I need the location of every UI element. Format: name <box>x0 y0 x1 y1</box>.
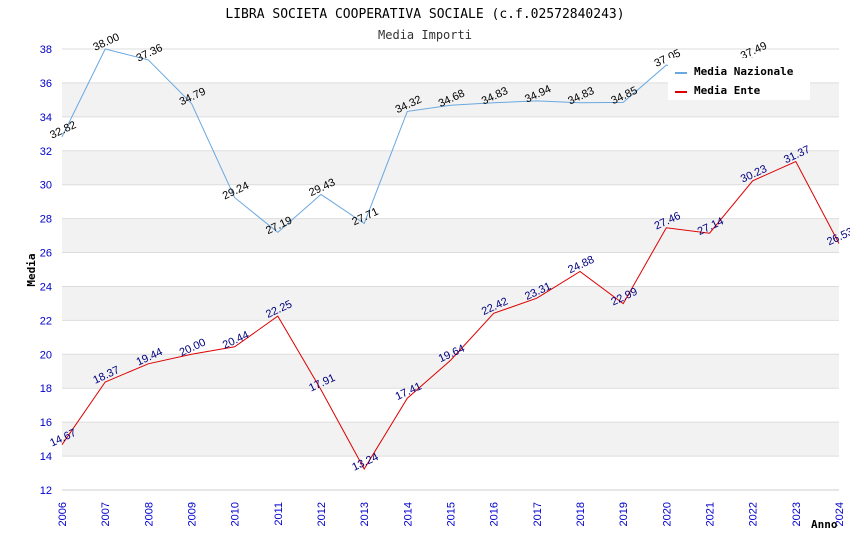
x-tick-label: 2016 <box>489 502 501 526</box>
y-tick-label: 36 <box>40 78 52 90</box>
x-tick-label: 2018 <box>575 502 587 526</box>
y-tick-label: 22 <box>40 315 52 327</box>
x-axis-ticks: 2006 2007 2008 2009 2010 2011 2012 2013 2014 2015… <box>57 502 846 526</box>
y-axis-label: Media <box>25 253 38 286</box>
x-tick-label: 2019 <box>618 502 630 526</box>
legend-label-media-nazionale: Media Nazionale <box>694 65 794 78</box>
x-tick-label: 2012 <box>316 502 328 526</box>
data-label: 38.00 <box>91 31 121 54</box>
y-tick-label: 18 <box>40 383 52 395</box>
grid-band <box>62 286 839 321</box>
x-tick-label: 2011 <box>273 502 285 526</box>
x-tick-label: 2010 <box>230 502 242 526</box>
x-tick-label: 2008 <box>143 502 155 526</box>
x-tick-label: 2020 <box>661 502 673 526</box>
x-tick-label: 2009 <box>187 502 199 526</box>
legend-label-media-ente: Media Ente <box>694 84 761 97</box>
chart-subtitle: Media Importi <box>378 28 472 42</box>
x-tick-label: 2022 <box>748 502 760 526</box>
y-tick-label: 12 <box>40 485 52 497</box>
x-axis-label: Anno <box>811 518 838 531</box>
x-tick-label: 2017 <box>532 502 544 526</box>
y-tick-label: 14 <box>40 451 52 463</box>
legend: Media Nazionale Media Ente <box>668 58 810 100</box>
y-tick-label: 34 <box>40 112 52 124</box>
grid-band <box>62 218 839 253</box>
chart-title: LIBRA SOCIETA COOPERATIVA SOCIALE (c.f.0… <box>225 7 624 22</box>
y-tick-label: 16 <box>40 417 52 429</box>
x-tick-label: 2013 <box>359 502 371 526</box>
grid-bands <box>62 82 839 457</box>
y-tick-label: 38 <box>40 44 52 56</box>
data-label: 20.44 <box>221 329 251 352</box>
x-tick-label: 2023 <box>791 502 803 526</box>
x-tick-label: 2006 <box>57 502 69 526</box>
y-tick-label: 20 <box>40 349 52 361</box>
series-lines <box>61 48 840 471</box>
y-tick-label: 28 <box>40 214 52 226</box>
grid-band <box>62 150 839 185</box>
y-tick-label: 24 <box>40 281 52 293</box>
legend-box <box>668 58 810 100</box>
y-tick-label: 32 <box>40 146 52 158</box>
y-axis-ticks: 12 14 16 18 20 22 24 26 28 30 32 34 36 38 <box>40 44 52 497</box>
y-tick-label: 26 <box>40 248 52 260</box>
y-tick-label: 30 <box>40 180 52 192</box>
grid-band <box>62 422 839 457</box>
x-tick-label: 2015 <box>446 502 458 526</box>
x-tick-label: 2024 <box>834 502 846 526</box>
x-tick-label: 2021 <box>705 502 717 526</box>
x-tick-label: 2007 <box>100 502 112 526</box>
series-line-media-nazionale <box>61 48 753 234</box>
data-label: 32.82 <box>48 119 78 142</box>
x-tick-label: 2014 <box>402 502 414 526</box>
